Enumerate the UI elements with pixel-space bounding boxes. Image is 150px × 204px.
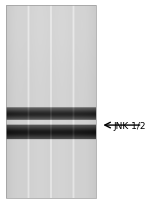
Text: JNK 1/2: JNK 1/2 — [113, 121, 146, 130]
Bar — [6, 6, 96, 198]
